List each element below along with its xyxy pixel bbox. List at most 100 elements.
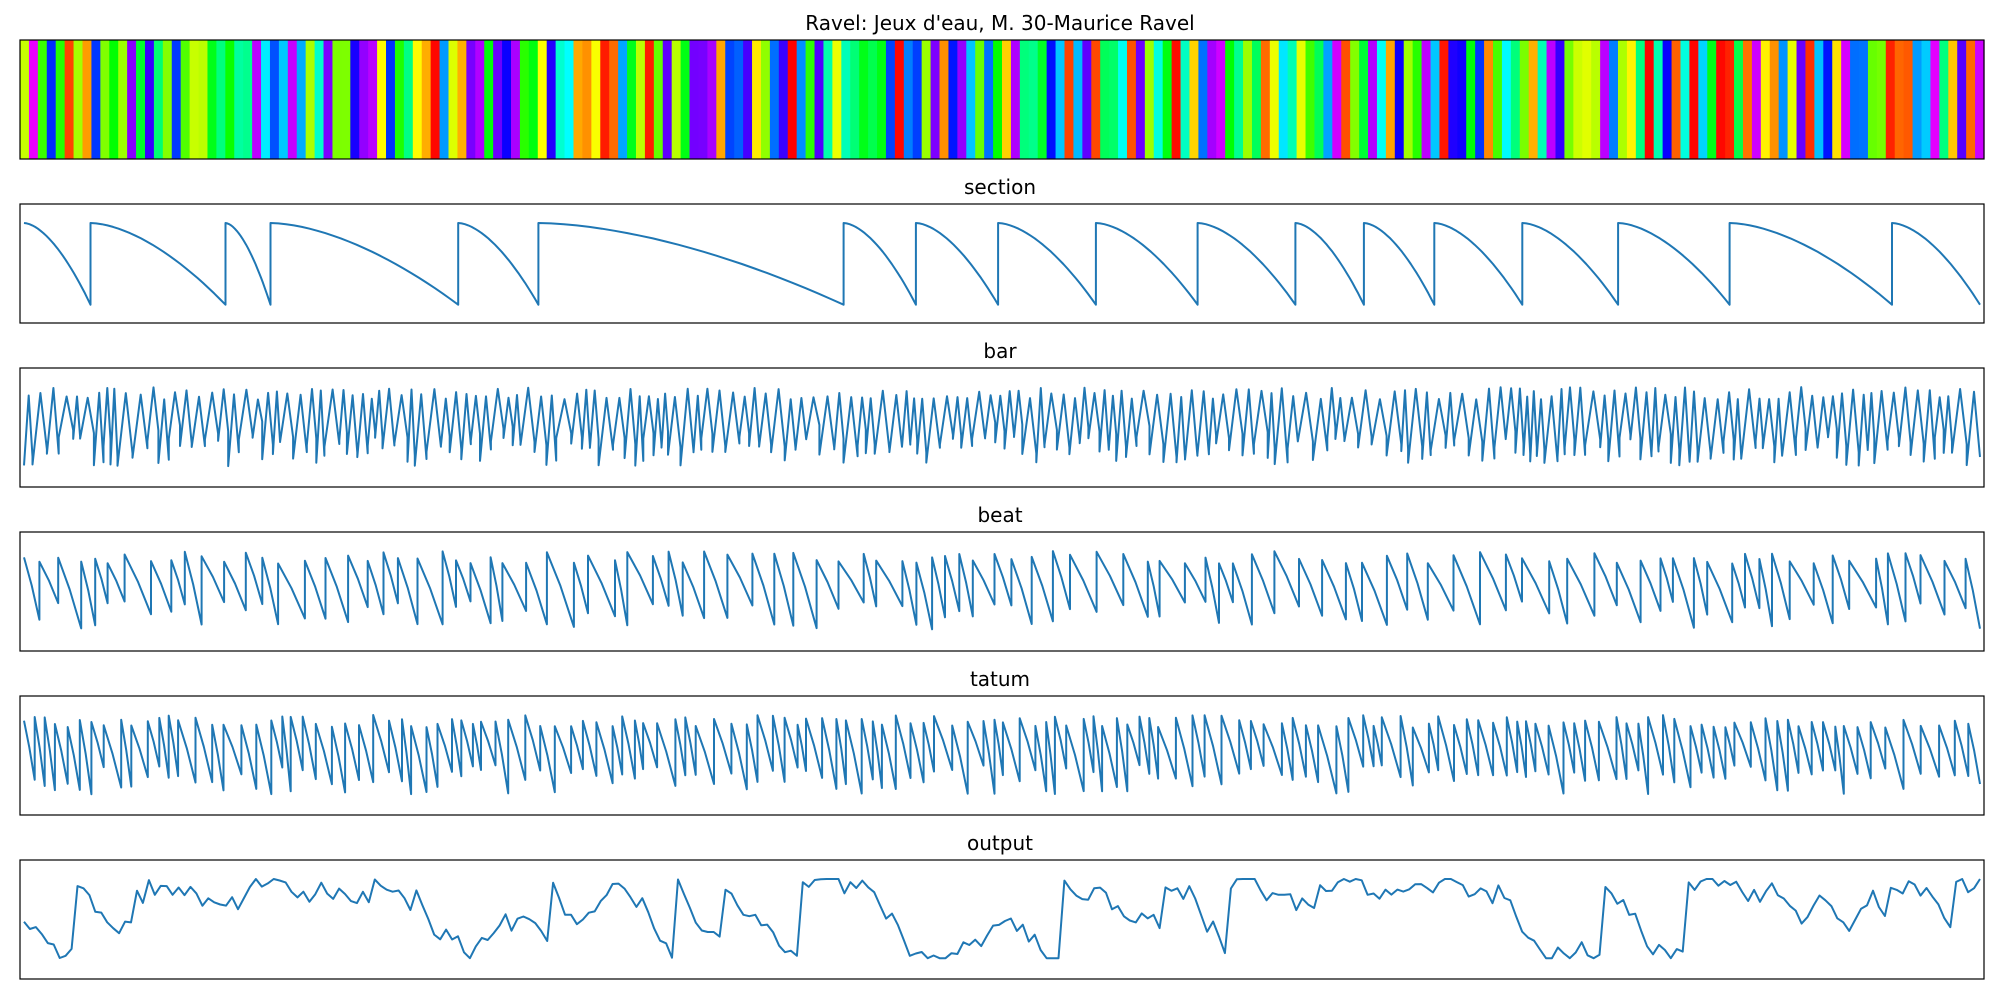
heatmap-cell (386, 40, 396, 159)
heatmap-cell (1885, 40, 1896, 159)
heatmap-cell (1805, 40, 1815, 159)
heatmap-cell (859, 40, 869, 159)
heatmap-cell (252, 40, 262, 159)
bar-panel: bar (19, 339, 1985, 488)
heatmap-cell (609, 40, 619, 159)
heatmap-cell (1412, 40, 1423, 159)
heatmap-cell (1314, 40, 1324, 159)
heatmap-cell (1216, 40, 1226, 159)
heatmap-cell (1109, 40, 1119, 159)
heatmap-cell (975, 40, 985, 159)
heatmap-cell (769, 40, 780, 159)
heatmap-cell (189, 40, 200, 159)
heatmap-cell (502, 40, 512, 159)
heatmap-cell (1796, 40, 1807, 159)
heatmap-cell (823, 40, 833, 159)
heatmap-cell (689, 40, 700, 159)
heatmap-cell (403, 40, 414, 159)
heatmap-cell (564, 40, 575, 159)
heatmap-cell (1368, 40, 1378, 159)
heatmap-cell (332, 40, 342, 159)
heatmap-cell (1135, 40, 1146, 159)
heatmap-cell (644, 40, 655, 159)
heatmap-cell (350, 40, 360, 159)
heatmap-cell (1332, 40, 1342, 159)
heatmap-cell (778, 40, 789, 159)
heatmap-frame (19, 39, 1985, 160)
heatmap-cell (1019, 40, 1030, 159)
heatmap-cell (1573, 40, 1583, 159)
heatmap-cell (198, 40, 209, 159)
heatmap-cell (1528, 40, 1539, 159)
heatmap-cell (1439, 40, 1449, 159)
heatmap-cell (1046, 40, 1057, 159)
heatmap-cell (144, 40, 155, 159)
heatmap-cell (180, 40, 191, 159)
heatmap-cell (582, 40, 592, 159)
heatmap-cell (261, 40, 271, 159)
heatmap-cell (314, 40, 325, 159)
heatmap-cell (1912, 40, 1923, 159)
heatmap-cell (760, 40, 771, 159)
heatmap-cell (1716, 40, 1726, 159)
heatmap-cell (162, 40, 173, 159)
heatmap-cell (573, 40, 584, 159)
heatmap-cell (20, 40, 30, 159)
heatmap-cell (171, 40, 182, 159)
heatmap-cell (1448, 40, 1458, 159)
heatmap-cell (957, 40, 967, 159)
heatmap-cell (1323, 40, 1333, 159)
heatmap-cell (1555, 40, 1566, 159)
heatmap-cell (127, 40, 137, 159)
heatmap-cell (1430, 40, 1441, 159)
heatmap-cell (1769, 40, 1780, 159)
heatmap-cell (1225, 40, 1235, 159)
heatmap-cell (984, 40, 994, 159)
heatmap-cell (707, 40, 717, 159)
heatmap-cell (1198, 40, 1208, 159)
heatmap-cell (868, 40, 878, 159)
heatmap-cell (1278, 40, 1289, 159)
heatmap-cell (243, 40, 253, 159)
heatmap-cell (1010, 40, 1021, 159)
heatmap-cell (653, 40, 664, 159)
heatmap-cell (841, 40, 851, 159)
heatmap-cell (519, 40, 530, 159)
heatmap-cell (1144, 40, 1155, 159)
heatmap-cell (1269, 40, 1280, 159)
heatmap-cell (82, 40, 93, 159)
heatmap-cell (1180, 40, 1191, 159)
bar-frame (19, 367, 1985, 488)
heatmap-cell (1626, 40, 1637, 159)
heatmap-cell (1698, 40, 1708, 159)
heatmap-cell (627, 40, 637, 159)
heatmap-cell (1510, 40, 1521, 159)
heatmap-cell (1341, 40, 1351, 159)
heatmap-cell (716, 40, 726, 159)
heatmap-cell (207, 40, 217, 159)
heatmap-cell (1742, 40, 1753, 159)
heatmap-cell (912, 40, 923, 159)
heatmap-cell (1734, 40, 1744, 159)
heatmap-cell (1966, 40, 1976, 159)
heatmap-cell (28, 40, 39, 159)
heatmap-cell (1118, 40, 1128, 159)
heatmap-cell (73, 40, 84, 159)
output-panel: output (19, 831, 1985, 980)
heatmap-cell (287, 40, 298, 159)
heatmap-cell (1671, 40, 1682, 159)
heatmap-cell (439, 40, 450, 159)
heatmap-cell (1814, 40, 1824, 159)
heatmap-cell (787, 40, 798, 159)
heatmap-cell (1064, 40, 1075, 159)
heatmap-cell (1609, 40, 1619, 159)
heatmap-cell (341, 40, 351, 159)
heatmap-cell (55, 40, 66, 159)
heatmap-cell (1725, 40, 1735, 159)
heatmap-cell (118, 40, 128, 159)
heatmap-cell (484, 40, 494, 159)
heatmap-cell (216, 40, 226, 159)
heatmap-cell (421, 40, 432, 159)
heatmap-cell (1778, 40, 1789, 159)
heatmap-cell (1493, 40, 1503, 159)
